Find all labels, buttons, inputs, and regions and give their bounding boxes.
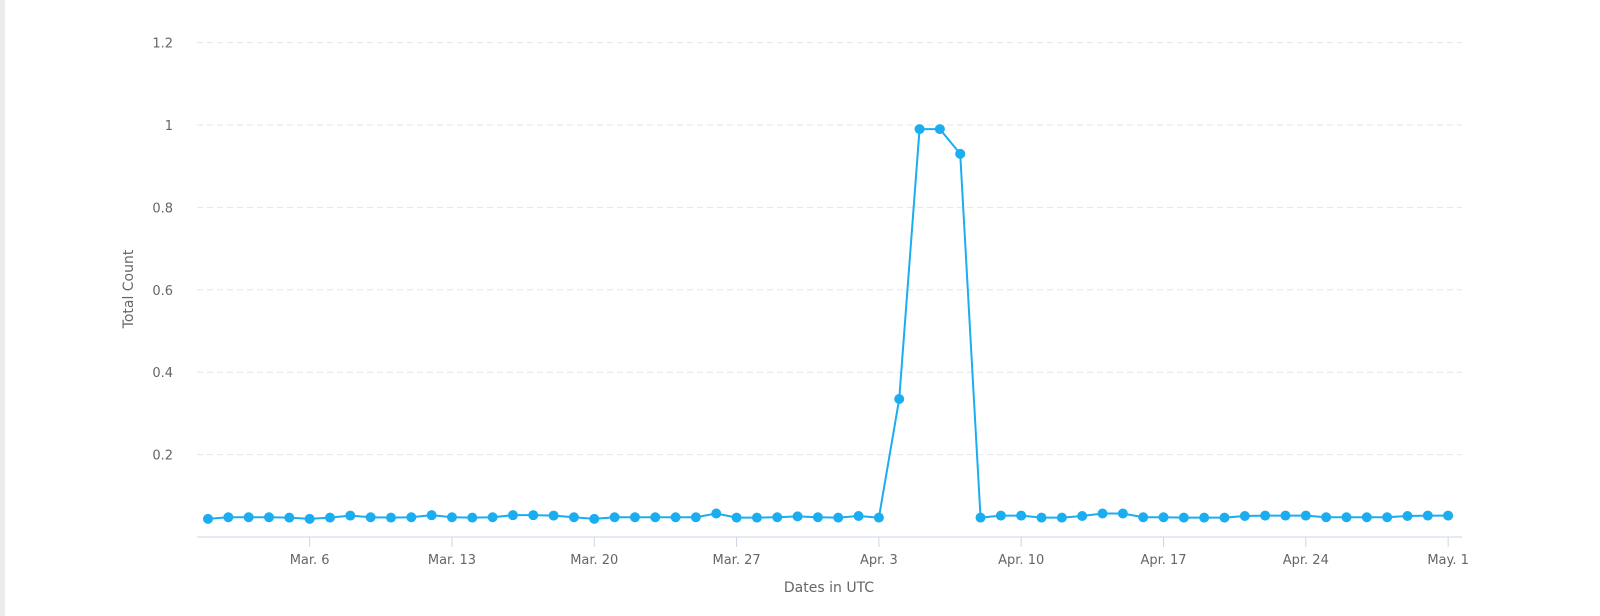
- data-point[interactable]: [873, 512, 884, 523]
- data-point[interactable]: [650, 512, 661, 523]
- series-line: [207, 128, 1449, 520]
- data-point[interactable]: [792, 511, 803, 522]
- data-point[interactable]: [1219, 512, 1230, 523]
- grid-lines: [197, 42, 1462, 456]
- data-point[interactable]: [304, 513, 315, 524]
- data-point[interactable]: [975, 512, 986, 523]
- data-point[interactable]: [1158, 512, 1169, 523]
- data-point[interactable]: [1239, 510, 1250, 521]
- data-point[interactable]: [1382, 512, 1393, 523]
- data-point[interactable]: [426, 510, 437, 521]
- data-point[interactable]: [1036, 512, 1047, 523]
- data-point[interactable]: [568, 512, 579, 523]
- data-point[interactable]: [772, 512, 783, 523]
- data-point[interactable]: [324, 512, 335, 523]
- data-point[interactable]: [507, 510, 518, 521]
- x-tick-label: Mar. 27: [713, 553, 761, 568]
- data-point[interactable]: [446, 512, 457, 523]
- y-tick-label: 0.2: [152, 449, 173, 464]
- data-point[interactable]: [467, 512, 478, 523]
- data-point[interactable]: [609, 512, 620, 523]
- data-point[interactable]: [731, 512, 742, 523]
- data-point[interactable]: [406, 512, 417, 523]
- y-axis-title: Total Count: [121, 249, 137, 329]
- data-point[interactable]: [1321, 512, 1332, 523]
- data-point[interactable]: [1300, 510, 1311, 521]
- data-point[interactable]: [1056, 512, 1067, 523]
- data-point[interactable]: [1178, 512, 1189, 523]
- data-point[interactable]: [833, 512, 844, 523]
- data-point[interactable]: [1443, 510, 1454, 521]
- x-axis-title: Dates in UTC: [784, 580, 874, 596]
- data-point[interactable]: [1016, 510, 1027, 521]
- data-point[interactable]: [670, 512, 681, 523]
- y-tick-label: 1.2: [152, 37, 173, 52]
- data-point[interactable]: [365, 512, 376, 523]
- data-point[interactable]: [487, 512, 498, 523]
- data-point[interactable]: [1361, 512, 1372, 523]
- data-point[interactable]: [263, 512, 274, 523]
- data-point[interactable]: [548, 510, 559, 521]
- y-axis-ticks: 0.2 0.4 0.6 0.8 1 1.2: [152, 37, 173, 464]
- data-point[interactable]: [385, 512, 396, 523]
- data-point[interactable]: [955, 148, 966, 159]
- y-tick-label: 0.6: [152, 284, 173, 299]
- data-point[interactable]: [223, 512, 234, 523]
- x-tick-label: Mar. 20: [570, 553, 618, 568]
- data-point[interactable]: [914, 124, 925, 135]
- data-point[interactable]: [1422, 510, 1433, 521]
- x-tick-label: Apr. 17: [1140, 553, 1186, 568]
- data-point[interactable]: [203, 513, 213, 524]
- data-point[interactable]: [751, 512, 762, 523]
- data-point[interactable]: [589, 513, 600, 524]
- data-point[interactable]: [629, 512, 640, 523]
- data-point[interactable]: [345, 510, 356, 521]
- data-point[interactable]: [1280, 510, 1291, 521]
- y-tick-label: 1: [165, 119, 173, 134]
- x-tick-label: Mar. 6: [290, 553, 330, 568]
- x-tick-label: Apr. 24: [1283, 553, 1329, 568]
- data-point[interactable]: [284, 512, 295, 523]
- data-point[interactable]: [711, 508, 722, 519]
- x-tick-label: Apr. 3: [860, 553, 898, 568]
- y-tick-label: 0.4: [152, 366, 173, 381]
- data-point[interactable]: [812, 512, 823, 523]
- data-point[interactable]: [690, 512, 701, 523]
- left-border-strip: [0, 0, 5, 616]
- x-tick-label: Apr. 10: [998, 553, 1044, 568]
- x-axis-ticks: Mar. 6 Mar. 13 Mar. 20 Mar. 27 Apr. 3 Apr. 10…: [290, 537, 1469, 568]
- x-tick-label: Mar. 13: [428, 553, 476, 568]
- data-point[interactable]: [243, 512, 254, 523]
- data-point[interactable]: [1341, 512, 1352, 523]
- data-point[interactable]: [934, 124, 945, 135]
- data-point[interactable]: [528, 510, 539, 521]
- data-point[interactable]: [1260, 510, 1271, 521]
- data-point[interactable]: [1138, 512, 1149, 523]
- data-point[interactable]: [1097, 508, 1108, 519]
- data-point[interactable]: [1199, 512, 1210, 523]
- y-tick-label: 0.8: [152, 201, 173, 216]
- data-point[interactable]: [995, 510, 1006, 521]
- data-point[interactable]: [1117, 508, 1128, 519]
- series-total-count: [203, 124, 1454, 524]
- data-point[interactable]: [1402, 510, 1413, 521]
- data-point[interactable]: [894, 393, 905, 404]
- data-point[interactable]: [853, 510, 864, 521]
- data-point[interactable]: [1077, 510, 1088, 521]
- x-tick-label: May. 1: [1427, 553, 1469, 568]
